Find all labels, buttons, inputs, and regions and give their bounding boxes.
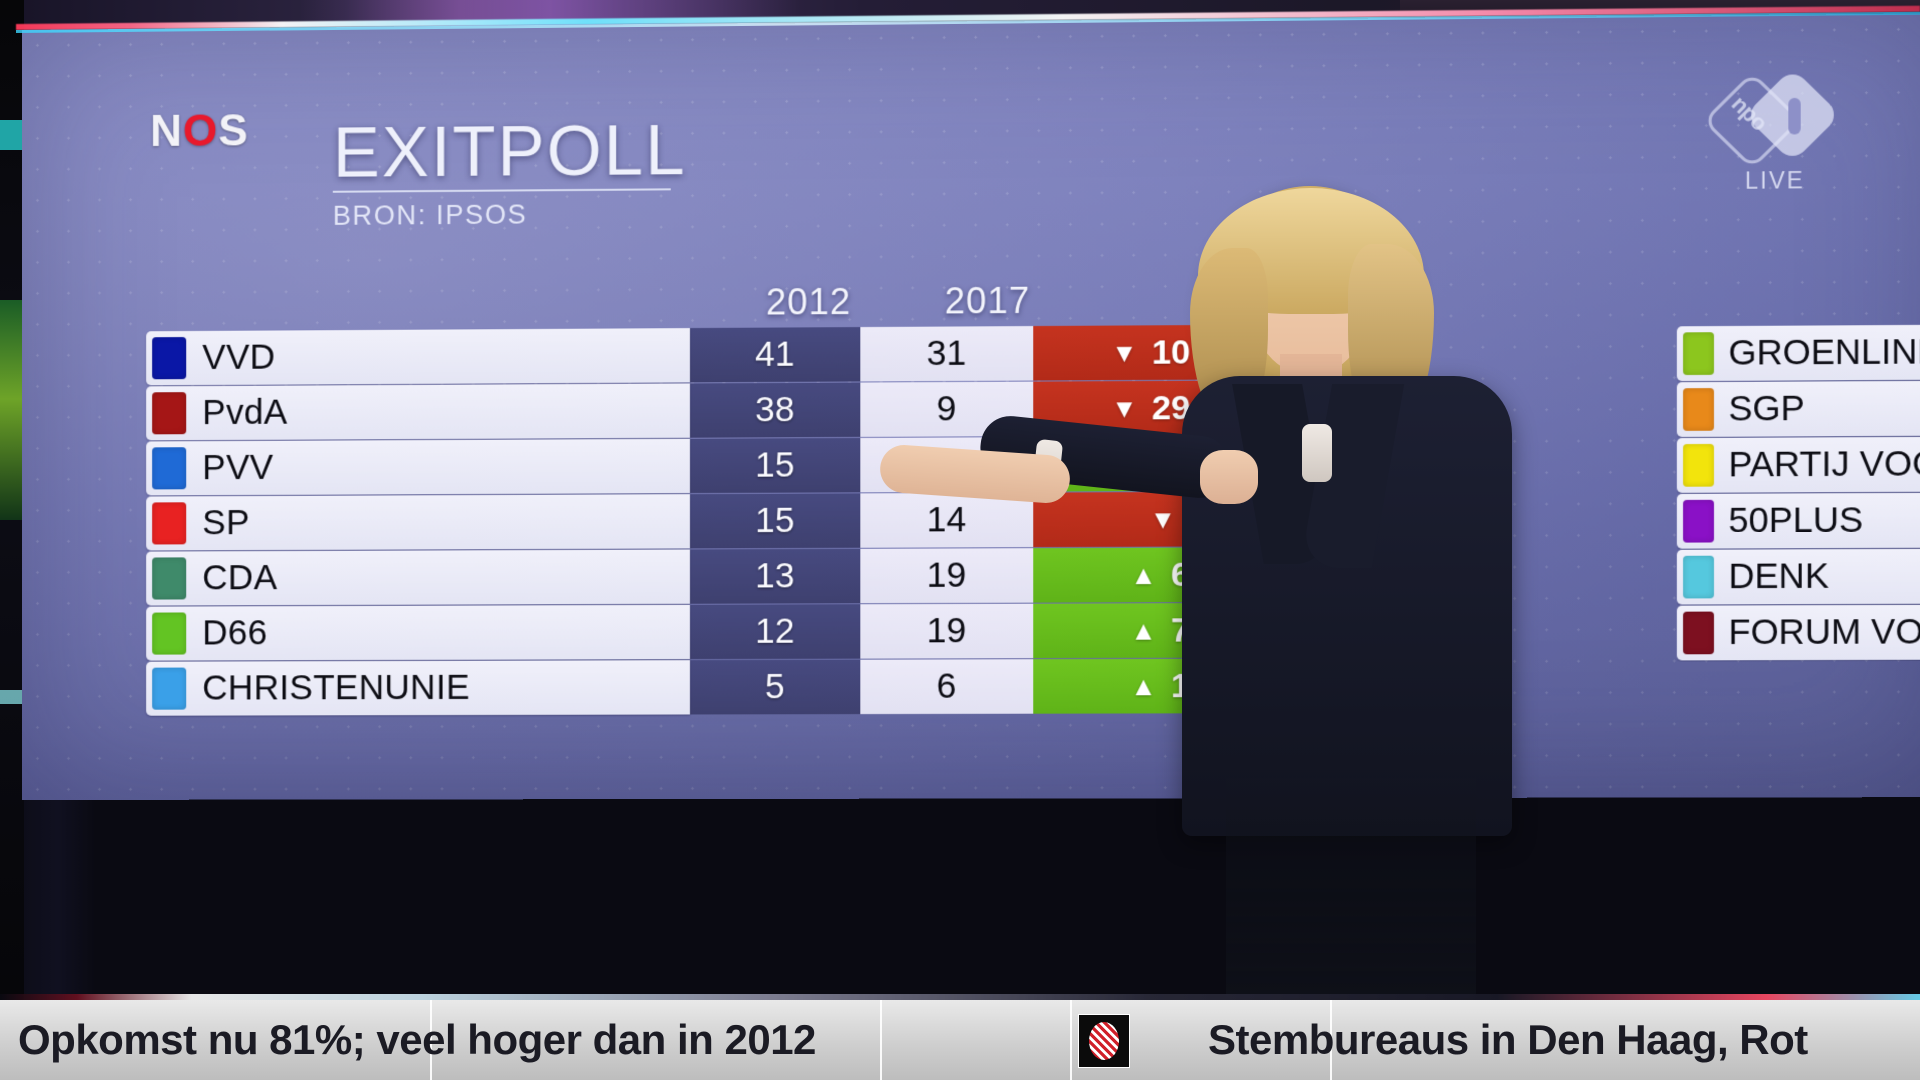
party-name-cell: CHRISTENUNIE [146,660,690,716]
party-name-cell: VVD [146,328,690,385]
seats-2017-cell: 31 [860,326,1033,381]
seats-2017-cell: 19 [860,548,1033,603]
table-header-row: 2012 2017 [146,279,1205,332]
seats-2017-cell: 6 [860,659,1033,714]
video-wall-screen: NOS EXITPOLL BRON: IPSOS npo LIVE 2012 2… [22,13,1920,800]
page-title: EXITPOLL [333,117,687,186]
column-header-2012: 2012 [722,280,894,323]
party-color-swatch [1683,444,1714,487]
party-color-swatch [1683,612,1714,655]
table-row: D66 12 19 ▲ 7 [146,603,1205,661]
party-color-swatch [1683,556,1714,599]
ticker-divider-2 [880,1000,882,1080]
list-item: FORUM VOOR DEMOCRATIE [1677,605,1920,661]
presenter-hand-right [1200,450,1258,504]
list-item: GROENLINKS [1677,324,1920,381]
npo-logo-icon: npo [1713,77,1837,171]
party-color-swatch [1683,332,1714,375]
table-row: CDA 13 19 ▲ 6 [146,547,1205,605]
title-subtitle: BRON: IPSOS [333,198,687,232]
party-color-swatch [152,337,186,379]
table-row: CHRISTENUNIE 5 6 ▲ 1 [146,659,1205,716]
party-label: SP [202,503,249,543]
table-body: VVD4131▼10PvdA389▼29PVV1519▲4SP1514▼CDA1… [146,325,1205,716]
party-label: CHRISTENUNIE [202,668,470,709]
party-label: 50PLUS [1728,500,1863,541]
presenter-figure [1130,178,1550,818]
nos-logo-s: S [218,106,248,156]
studio-left-panel [0,0,24,1080]
list-item: SGP [1677,381,1920,437]
seats-2012-cell: 41 [690,327,860,382]
secondary-list-body: GROENLINKS SGP PARTIJ VOOR DE DIEREN 50PLUS… [1677,324,1920,660]
presenter-cuff-right [1302,424,1332,482]
party-color-swatch [152,668,186,710]
party-name-cell: CDA [146,549,690,605]
ticker-icon-glyph [1089,1022,1119,1060]
party-label: FORUM VOOR DEMOCRATIE [1728,611,1920,653]
column-header-2017: 2017 [901,279,1074,322]
table-row: VVD 41 31 ▼ 10 [146,325,1205,385]
studio-green-light [0,300,22,520]
npo-one-numeral [1788,98,1800,135]
nos-logo-n: N [150,107,183,157]
list-item: DENK [1677,549,1920,605]
party-name-cell: D66 [146,605,690,661]
seats-2017-cell: 19 [860,604,1033,659]
title-block: EXITPOLL BRON: IPSOS [333,117,687,232]
secondary-party-list: GROENLINKS SGP PARTIJ VOOR DE DIEREN 50PLUS… [1677,324,1920,661]
screenshot-root: NOS EXITPOLL BRON: IPSOS npo LIVE 2012 2… [0,0,1920,1080]
party-color-swatch [1683,388,1714,431]
ticker-headline-right: Stembureaus in Den Haag, Rot [1208,1016,1808,1064]
seats-2017-cell: 14 [860,493,1033,548]
party-color-swatch [152,447,186,489]
ticker-headline-left: Opkomst nu 81%; veel hoger dan in 2012 [18,1016,816,1064]
seats-2012-cell: 15 [690,438,860,493]
party-name-cell: SP [146,494,690,550]
party-color-swatch [1683,500,1714,543]
nos-logo-o: O [183,106,218,156]
party-label: PVV [202,448,273,488]
party-color-swatch [152,557,186,599]
seats-2012-cell: 13 [690,549,860,604]
party-color-swatch [152,612,186,654]
party-label: VVD [202,338,275,378]
party-name-cell: PvdA [146,383,690,440]
party-color-swatch [152,392,186,434]
party-color-swatch [152,502,186,544]
party-label: GROENLINKS [1728,332,1920,374]
party-label: DENK [1728,556,1828,597]
party-name-cell: PVV [146,439,690,496]
list-item: 50PLUS [1677,493,1920,549]
seats-2012-cell: 38 [690,382,860,437]
party-label: PARTIJ VOOR DE DIEREN [1728,443,1920,486]
studio-teal-light-top [0,120,22,150]
presenter-legs [1226,778,1476,998]
studio-teal-light-bottom [0,690,22,704]
seats-2012-cell: 5 [690,660,860,715]
ticker-station-icon [1078,1014,1130,1068]
party-label: D66 [202,613,267,653]
nos-logo: NOS [150,106,249,157]
seats-2012-cell: 12 [690,604,860,659]
npo-channel-bug: npo LIVE [1687,77,1863,195]
ticker-divider-3 [1070,1000,1072,1080]
party-label: SGP [1728,389,1804,430]
list-item: PARTIJ VOOR DE DIEREN [1677,437,1920,493]
party-label: CDA [202,558,277,598]
seats-2012-cell: 15 [690,493,860,548]
news-ticker: Opkomst nu 81%; veel hoger dan in 2012 S… [0,1000,1920,1080]
party-label: PvdA [202,393,287,434]
